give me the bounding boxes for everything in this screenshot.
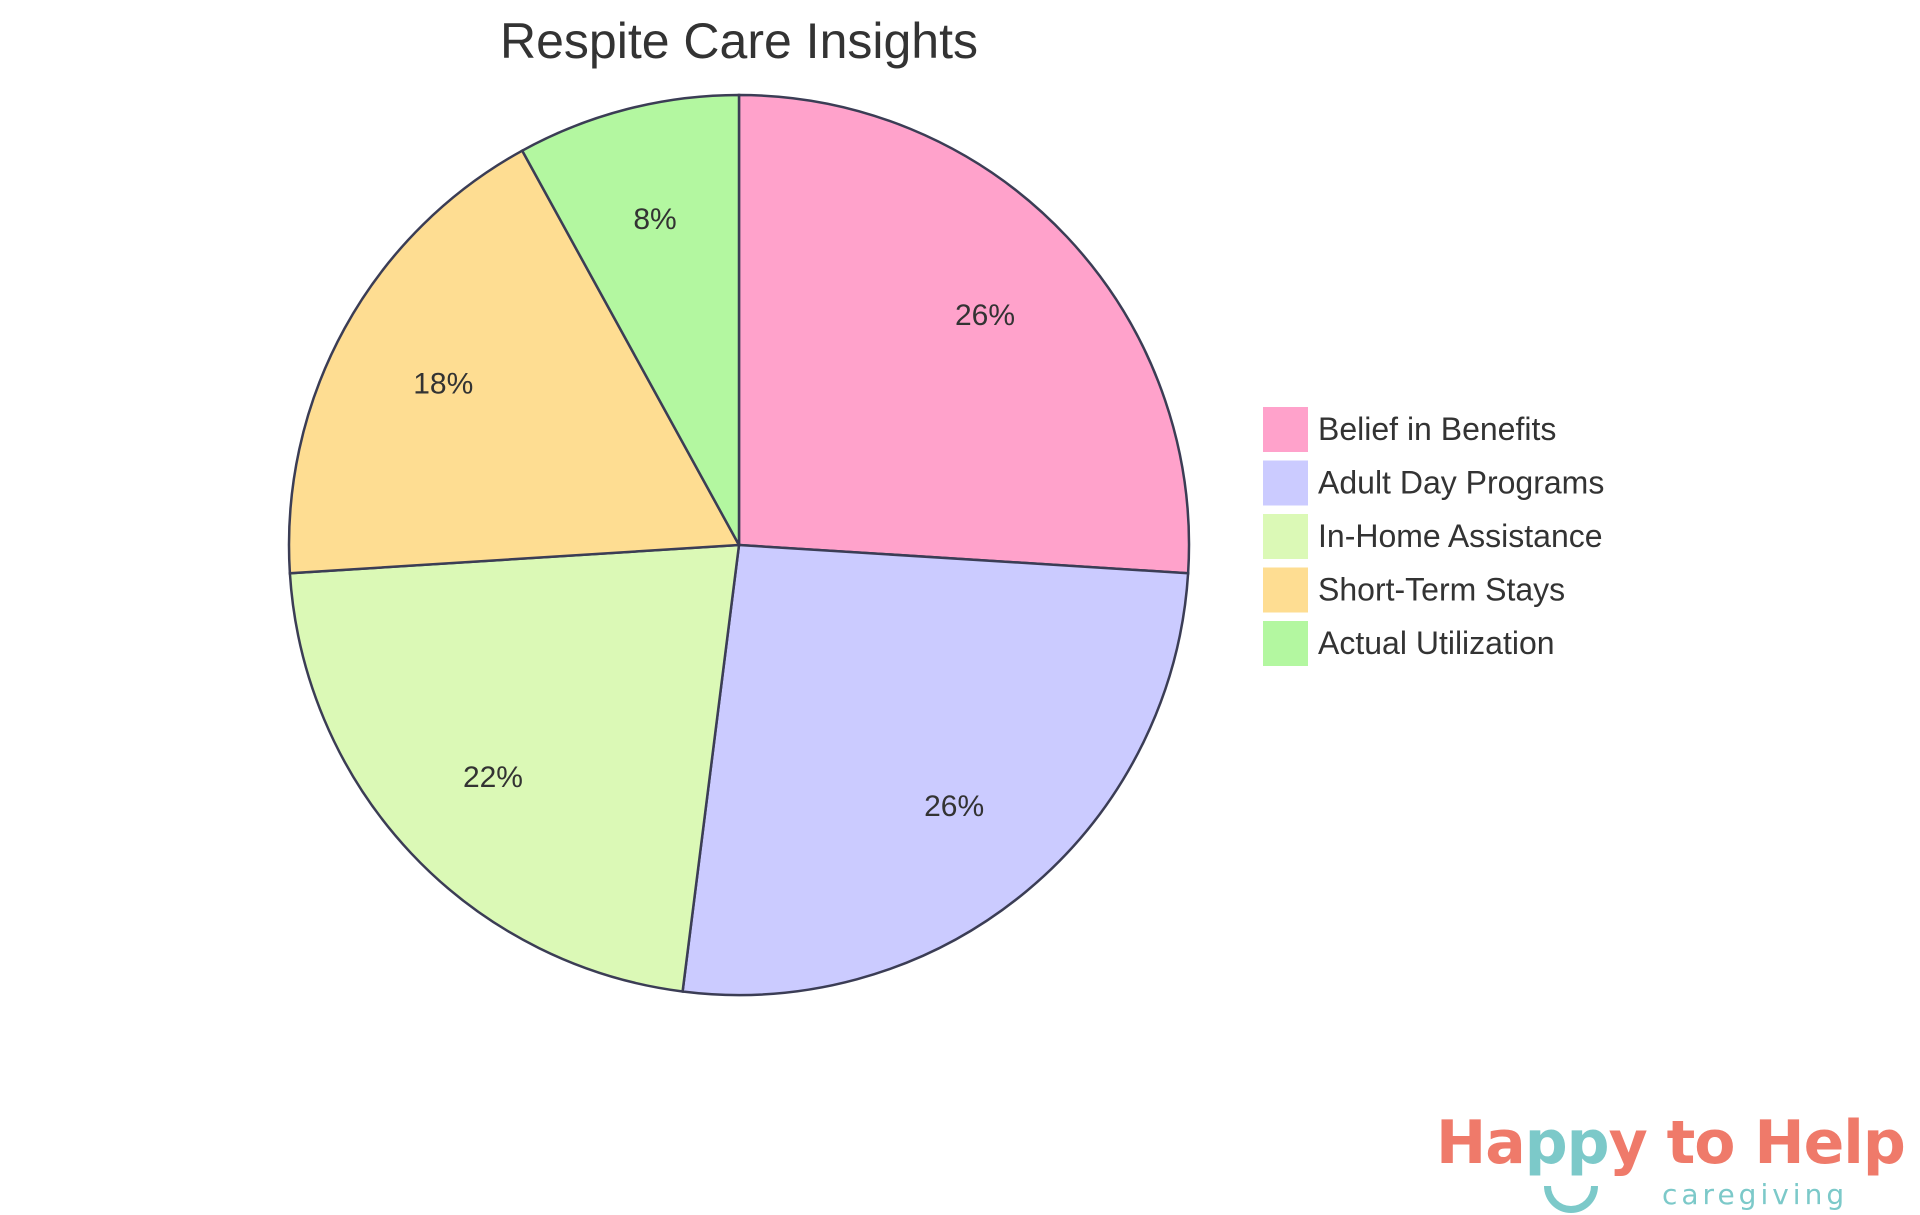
legend-label: Belief in Benefits: [1318, 411, 1556, 447]
slice-label: 8%: [633, 203, 676, 236]
legend-swatch: [1263, 567, 1308, 613]
legend-label: In-Home Assistance: [1318, 518, 1603, 554]
pie-slice-3: [287, 148, 742, 575]
legend-swatch: [1263, 460, 1308, 506]
legend-label: Adult Day Programs: [1318, 465, 1604, 501]
legend-label: Short-Term Stays: [1318, 572, 1565, 608]
happy-to-help-logo: Happy to Help caregiving: [1436, 1108, 1906, 1213]
logo-text: Ha: [1436, 1108, 1526, 1178]
pie-slice-4: [520, 93, 741, 546]
legend-swatch: [1263, 514, 1308, 559]
logo-subtitle: caregiving: [1662, 1178, 1849, 1211]
legend-swatch: [1263, 407, 1308, 452]
legend-swatch: [1263, 621, 1308, 666]
pie-slice-2: [288, 543, 741, 993]
chart-title: Respite Care Insights: [500, 13, 978, 69]
slice-label: 26%: [955, 299, 1015, 332]
pie-slice-1: [681, 543, 1190, 997]
logo-text: pp: [1524, 1108, 1610, 1178]
slice-label: 18%: [413, 367, 473, 400]
logo-text: y to Help: [1608, 1108, 1906, 1178]
slice-label: 26%: [924, 790, 984, 823]
pie-slice-0: [737, 93, 1191, 575]
slice-label: 22%: [463, 761, 523, 794]
legend-label: Actual Utilization: [1318, 625, 1555, 661]
